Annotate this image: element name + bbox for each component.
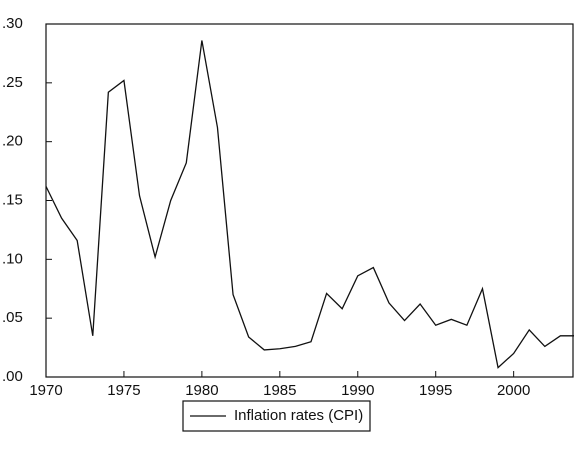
x-tick-label: 1995 <box>419 382 452 399</box>
legend-label: Inflation rates (CPI) <box>234 407 363 424</box>
y-tick-label: .15 <box>2 191 23 208</box>
y-tick-label: .00 <box>2 368 23 385</box>
x-tick-label: 1990 <box>341 382 374 399</box>
data-line <box>45 40 574 369</box>
x-tick-label: 1980 <box>185 382 218 399</box>
y-tick-label: .20 <box>2 133 23 150</box>
x-tick-label: 1985 <box>263 382 296 399</box>
x-tick-label: 1975 <box>107 382 140 399</box>
legend-box <box>182 400 371 432</box>
y-tick-label: .30 <box>2 15 23 32</box>
plot-frame <box>45 23 574 378</box>
y-tick-label: .05 <box>2 309 23 326</box>
x-tick-label: 2000 <box>497 382 530 399</box>
y-tick-label: .10 <box>2 250 23 267</box>
x-tick-label: 1970 <box>29 382 62 399</box>
y-tick-label: .25 <box>2 74 23 91</box>
